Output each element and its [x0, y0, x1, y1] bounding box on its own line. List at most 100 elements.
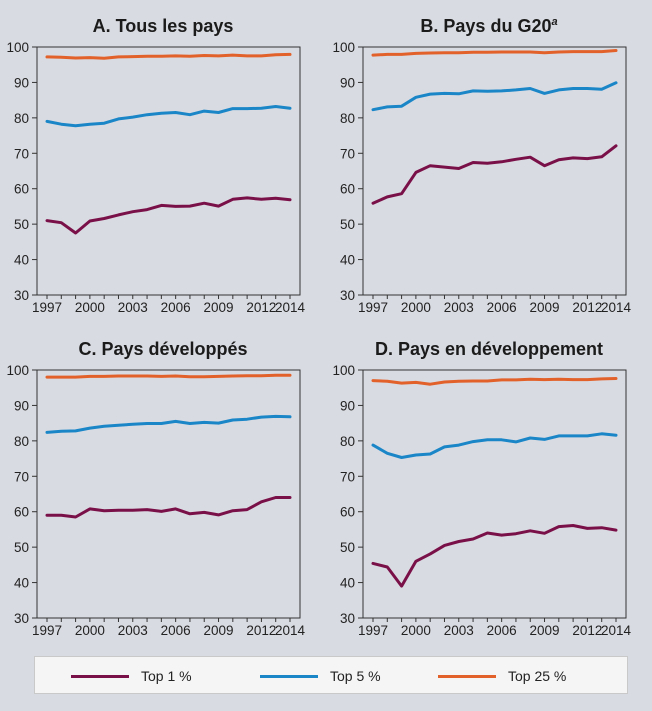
- legend-label: Top 1 %: [141, 668, 192, 684]
- plot-frame: [36, 46, 301, 296]
- x-tick-label: 2012: [246, 300, 276, 315]
- legend-swatch-top25: [438, 674, 496, 678]
- y-tick-label: 30: [340, 288, 355, 303]
- y-tick-label: 50: [14, 217, 29, 232]
- x-tick-label: 2014: [601, 300, 632, 315]
- y-tick-label: 60: [340, 182, 355, 197]
- x-tick-label: 2006: [487, 623, 517, 638]
- chart-svg: 30 40 50 60 70 80 90 100 1997 2000 2003 2006 2009 201…: [6, 40, 306, 315]
- x-tick-label: 2009: [530, 300, 560, 315]
- series-line-top5: [371, 81, 618, 112]
- y-tick-label: 50: [14, 540, 29, 555]
- x-tick-label: 2003: [118, 300, 148, 315]
- y-tick-label: 100: [332, 40, 355, 55]
- series-line-top1: [371, 144, 618, 205]
- chart-panel-a: A. Tous les pays 30 40 50 60 70 80 90 100 1997 20…: [0, 0, 326, 323]
- series-line-top1: [45, 196, 292, 235]
- y-tick-label: 40: [340, 253, 355, 268]
- y-tick-label: 80: [14, 434, 29, 449]
- legend-swatch-top5: [260, 674, 318, 678]
- x-tick-label: 2009: [204, 300, 234, 315]
- series-line-top1: [371, 524, 618, 588]
- y-tick-label: 30: [14, 611, 29, 626]
- x-tick-label: 2012: [572, 300, 602, 315]
- plot-frame: [362, 369, 627, 619]
- series-line-top25: [45, 52, 292, 60]
- chart-svg: 30 40 50 60 70 80 90 100 1997 2000 2003 2006 2009 201…: [6, 363, 306, 638]
- y-tick-label: 60: [14, 182, 29, 197]
- x-tick-label: 1997: [32, 623, 62, 638]
- series-line-top5: [45, 414, 292, 434]
- y-tick-label: 70: [14, 146, 29, 161]
- chart-title: D. Pays en développement: [374, 339, 604, 359]
- chart-title-superscript: a: [551, 16, 558, 28]
- y-tick-label: 90: [14, 398, 29, 413]
- y-tick-label: 100: [6, 363, 29, 378]
- legend-item-top5: Top 5 %: [260, 657, 381, 695]
- y-tick-label: 100: [6, 40, 29, 55]
- legend-swatch-top1: [71, 674, 129, 678]
- y-tick-label: 90: [340, 398, 355, 413]
- chart-svg: 30 40 50 60 70 80 90 100 1997 2000 2003 2006 2009 201…: [332, 40, 632, 315]
- legend-label: Top 25 %: [508, 668, 567, 684]
- x-tick-label: 2003: [444, 300, 474, 315]
- x-tick-label: 2003: [118, 623, 148, 638]
- y-tick-label: 30: [14, 288, 29, 303]
- series-line-top25: [371, 49, 618, 57]
- y-tick-label: 80: [14, 111, 29, 126]
- chart-svg: 30 40 50 60 70 80 90 100 1997 2000 2003 2006 2009 201…: [332, 363, 632, 638]
- y-tick-label: 80: [340, 434, 355, 449]
- x-tick-label: 2012: [572, 623, 602, 638]
- y-tick-label: 90: [340, 75, 355, 90]
- y-tick-label: 60: [14, 505, 29, 520]
- y-tick-label: 30: [340, 611, 355, 626]
- x-tick-label: 2000: [401, 623, 431, 638]
- x-tick-label: 2006: [161, 623, 191, 638]
- plot-frame: [362, 46, 627, 296]
- y-tick-label: 70: [340, 146, 355, 161]
- x-tick-label: 2006: [487, 300, 517, 315]
- x-tick-label: 2000: [401, 300, 431, 315]
- legend-item-top25: Top 25 %: [438, 657, 566, 695]
- chart-title: A. Tous les pays: [92, 16, 234, 36]
- chart-title: C. Pays développés: [78, 339, 248, 359]
- x-tick-label: 2003: [444, 623, 474, 638]
- y-tick-label: 40: [340, 576, 355, 591]
- y-tick-label: 80: [340, 111, 355, 126]
- chart-panel-c: C. Pays développés 30 40 50 60 70 80 90 100 1997…: [0, 323, 326, 646]
- legend-label: Top 5 %: [330, 668, 381, 684]
- series-line-top1: [45, 496, 292, 519]
- x-tick-label: 2014: [275, 623, 306, 638]
- x-tick-label: 2014: [275, 300, 306, 315]
- y-tick-label: 40: [14, 576, 29, 591]
- x-tick-label: 1997: [358, 623, 388, 638]
- y-tick-label: 70: [340, 469, 355, 484]
- series-line-top25: [371, 377, 618, 386]
- x-tick-label: 2009: [204, 623, 234, 638]
- y-tick-label: 50: [340, 217, 355, 232]
- chart-panel-d: D. Pays en développement 30 40 50 60 70 80 90 1…: [326, 323, 652, 646]
- chart-title: B. Pays du G20a: [326, 16, 652, 37]
- y-tick-label: 60: [340, 505, 355, 520]
- x-tick-label: 2014: [601, 623, 632, 638]
- x-tick-label: 2009: [530, 623, 560, 638]
- legend: Top 1 % Top 5 % Top 25 %: [34, 656, 628, 694]
- x-tick-label: 2012: [246, 623, 276, 638]
- x-tick-label: 2006: [161, 300, 191, 315]
- x-tick-label: 2000: [75, 623, 105, 638]
- chart-title-text: B. Pays du G20: [420, 16, 552, 36]
- series-line-top25: [45, 373, 292, 379]
- y-tick-label: 100: [332, 363, 355, 378]
- y-tick-label: 40: [14, 253, 29, 268]
- legend-item-top1: Top 1 %: [71, 657, 192, 695]
- x-tick-label: 1997: [358, 300, 388, 315]
- y-tick-label: 90: [14, 75, 29, 90]
- series-line-top5: [371, 432, 618, 459]
- x-tick-label: 2000: [75, 300, 105, 315]
- series-line-top5: [45, 105, 292, 128]
- plot-frame: [36, 369, 301, 619]
- y-tick-label: 50: [340, 540, 355, 555]
- x-tick-label: 1997: [32, 300, 62, 315]
- chart-panel-b: B. Pays du G20a 30 40 50 60 70 80 90 100 1997 200…: [326, 0, 652, 323]
- y-tick-label: 70: [14, 469, 29, 484]
